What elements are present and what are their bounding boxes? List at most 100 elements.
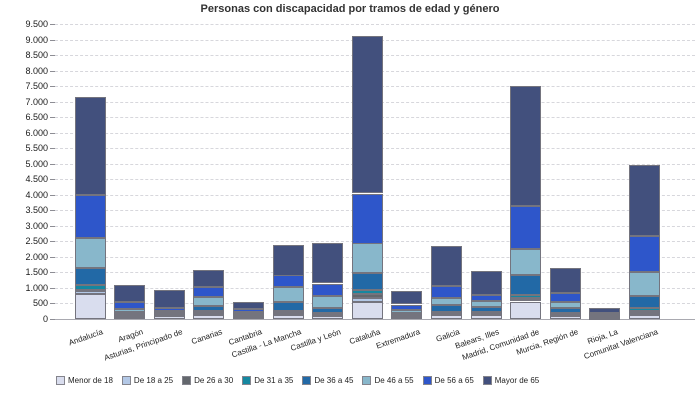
bar-segment[interactable]	[233, 314, 264, 316]
bar-segment[interactable]	[352, 294, 383, 298]
y-axis-tick	[50, 303, 55, 304]
bar-segment[interactable]	[114, 302, 145, 309]
bar-segment[interactable]	[550, 293, 581, 302]
bar-segment[interactable]	[273, 311, 304, 313]
bar-segment[interactable]	[312, 284, 343, 296]
bar-segment[interactable]	[471, 312, 502, 314]
bar-segment[interactable]	[273, 287, 304, 302]
bar-segment[interactable]	[273, 275, 304, 287]
bar-segment[interactable]	[431, 298, 462, 305]
bar-segment[interactable]	[312, 243, 343, 283]
bar-segment[interactable]	[510, 249, 541, 275]
bar-segment[interactable]	[273, 302, 304, 311]
bar-segment[interactable]	[114, 317, 145, 319]
y-tick-label: 4.500	[25, 174, 48, 184]
bar-segment[interactable]	[193, 297, 224, 306]
bar-segment[interactable]	[352, 298, 383, 302]
legend-item[interactable]: De 26 a 30	[182, 375, 233, 385]
bar-segment[interactable]	[352, 290, 383, 294]
bar-segment[interactable]	[510, 275, 541, 295]
bar-segment[interactable]	[114, 285, 145, 302]
bar-segment[interactable]	[510, 302, 541, 319]
bar-segment[interactable]	[431, 312, 462, 314]
bar-segment[interactable]	[431, 305, 462, 312]
bar-segment[interactable]	[589, 315, 620, 317]
bar-segment[interactable]	[629, 296, 660, 308]
bar-segment[interactable]	[154, 308, 185, 311]
bar-segment[interactable]	[629, 315, 660, 319]
legend-item[interactable]: De 56 a 65	[422, 375, 474, 385]
bar-segment[interactable]	[352, 243, 383, 273]
bar-segment[interactable]	[550, 268, 581, 293]
bar-segment[interactable]	[629, 165, 660, 236]
bar-segment[interactable]	[629, 308, 660, 311]
bar-segment[interactable]	[629, 236, 660, 272]
bar-segment[interactable]	[75, 285, 106, 290]
bar-segment[interactable]	[193, 311, 224, 313]
bar-segment[interactable]	[193, 306, 224, 311]
legend-item[interactable]: De 31 a 35	[242, 375, 293, 385]
bar-segment[interactable]	[391, 291, 422, 304]
bar-segment[interactable]	[312, 314, 343, 316]
bar-segment[interactable]	[510, 295, 541, 298]
bar-segment[interactable]	[114, 314, 145, 316]
bar-segment[interactable]	[233, 312, 264, 314]
bar-segment[interactable]	[391, 305, 422, 310]
bar-segment[interactable]	[273, 315, 304, 319]
bar-segment[interactable]	[114, 312, 145, 314]
bar-segment[interactable]	[550, 308, 581, 313]
y-tick-label: 8.000	[25, 66, 48, 76]
bar-segment[interactable]	[352, 273, 383, 290]
bar-segment[interactable]	[154, 311, 185, 313]
bar-segment[interactable]	[154, 290, 185, 308]
bar-segment[interactable]	[154, 313, 185, 315]
bar-segment[interactable]	[391, 315, 422, 317]
bar-segment[interactable]	[75, 97, 106, 195]
bar-segment[interactable]	[352, 36, 383, 193]
y-axis-tick	[50, 86, 55, 87]
bar-segment[interactable]	[233, 302, 264, 309]
y-axis-tick	[50, 133, 55, 134]
bar-segment[interactable]	[273, 245, 304, 276]
bar-segment[interactable]	[75, 294, 106, 319]
bar-segment[interactable]	[352, 194, 383, 244]
bar-segment[interactable]	[629, 311, 660, 313]
legend-label: De 56 a 65	[434, 375, 474, 385]
bar-segment[interactable]	[75, 268, 106, 285]
bar-segment[interactable]	[312, 296, 343, 308]
bar-segment[interactable]	[550, 313, 581, 315]
bar-segment[interactable]	[510, 206, 541, 249]
bar-segment[interactable]	[114, 309, 145, 312]
bar-segment[interactable]	[312, 308, 343, 313]
bar-segment[interactable]	[391, 310, 422, 313]
legend-item[interactable]: De 46 a 55	[362, 375, 414, 385]
bar-segment[interactable]	[471, 295, 502, 301]
bar-segment[interactable]	[550, 302, 581, 308]
bar-segment[interactable]	[589, 313, 620, 315]
bar-segment[interactable]	[510, 86, 541, 206]
legend-item[interactable]: De 18 a 25	[121, 375, 173, 385]
bar-segment[interactable]	[233, 309, 264, 312]
bar-segment[interactable]	[391, 313, 422, 315]
bar-segment[interactable]	[471, 301, 502, 307]
bar-segment[interactable]	[431, 286, 462, 298]
legend-item[interactable]: Menor de 18	[56, 375, 113, 385]
bar-segment[interactable]	[193, 313, 224, 315]
bar-segment[interactable]	[273, 313, 304, 315]
bar-segment[interactable]	[75, 238, 106, 268]
y-tick-label: 9.000	[25, 35, 48, 45]
bar-segment[interactable]	[471, 271, 502, 295]
bar-segment[interactable]	[629, 272, 660, 296]
bar-segment[interactable]	[352, 302, 383, 319]
bar-segment[interactable]	[629, 313, 660, 315]
bar-segment[interactable]	[75, 195, 106, 238]
bar-segment[interactable]	[510, 298, 541, 300]
bar-segment[interactable]	[431, 246, 462, 286]
bar-segment[interactable]	[193, 287, 224, 297]
legend-item[interactable]: Mayor de 65	[482, 375, 539, 385]
legend-item[interactable]: De 36 a 45	[302, 375, 353, 385]
bar-segment[interactable]	[471, 307, 502, 312]
bar-segment[interactable]	[589, 308, 620, 313]
bar-segment[interactable]	[75, 290, 106, 292]
bar-segment[interactable]	[193, 270, 224, 287]
